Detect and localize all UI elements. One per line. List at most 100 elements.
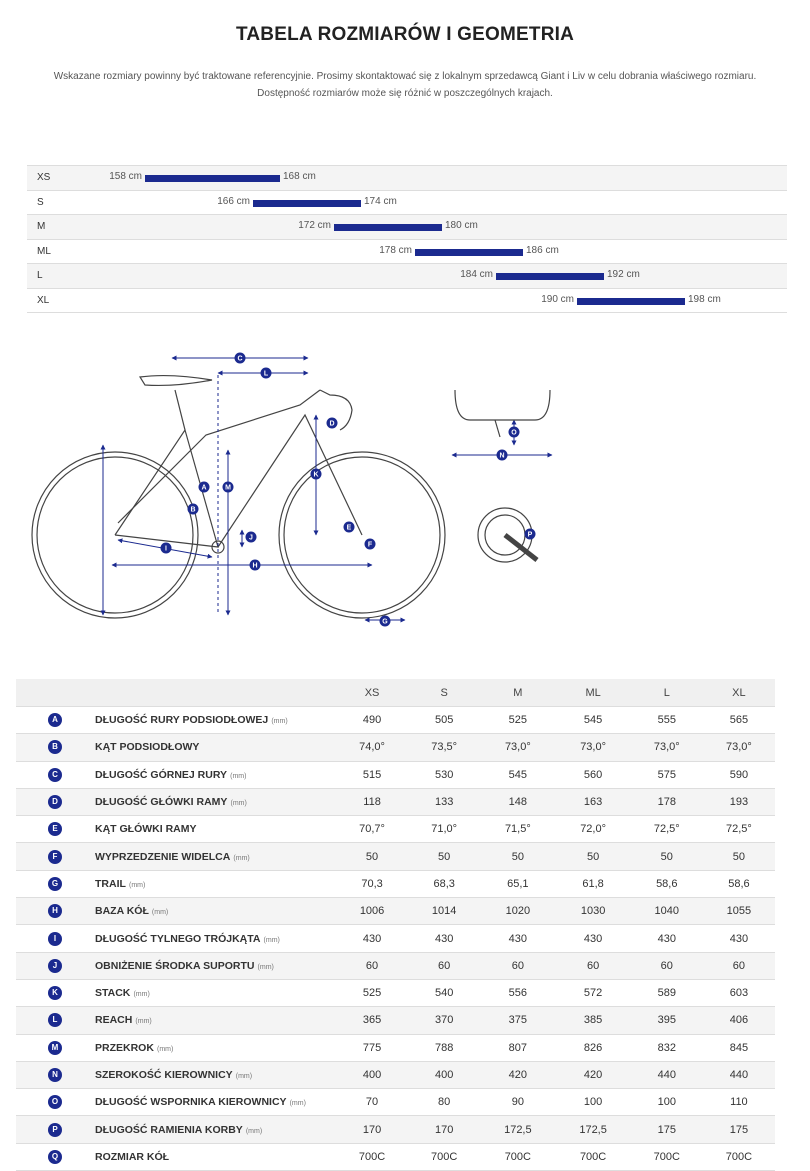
geometry-diagram: A B C D E F G H I J K L M N O P <box>31 352 553 627</box>
table-row: K STACK (mm) 525 540 556 572 589 603 <box>16 979 775 1008</box>
size-max-height: 174 cm <box>364 195 397 207</box>
value-cell: 700C <box>336 1143 409 1171</box>
value-cell: 365 <box>336 1006 409 1035</box>
svg-text:I: I <box>165 546 167 553</box>
value-cell: 430 <box>336 924 409 953</box>
size-min-height: 166 cm <box>217 195 250 207</box>
size-chart: XS 158 cm 168 cm S 166 cm 174 cm M 172 cm 180 cm… <box>27 165 787 313</box>
value-cell: 172,5 <box>480 1115 556 1144</box>
value-cell: 565 <box>702 706 775 735</box>
parameter-unit: (mm) <box>263 936 280 944</box>
value-cell: 193 <box>702 788 775 817</box>
value-cell: 50 <box>480 842 556 871</box>
value-cell: 72,5° <box>702 815 775 844</box>
header-size-xs: XS <box>336 679 409 707</box>
value-cell: 1030 <box>555 897 631 926</box>
diagram-badge-m: M <box>222 481 234 493</box>
value-cell: 556 <box>480 979 556 1008</box>
diagram-badge-e: E <box>343 521 355 533</box>
diagram-letter-badges: A B C D E F G H I J K L M N O P <box>160 352 536 627</box>
header-size-ml: ML <box>555 679 631 707</box>
value-cell: 530 <box>408 761 481 789</box>
diagram-badge-j: J <box>245 531 257 543</box>
header-parameter <box>94 679 336 707</box>
value-cell: 118 <box>336 788 409 817</box>
header-size-s: S <box>408 679 481 707</box>
size-min-height: 172 cm <box>298 220 331 231</box>
parameter-name: DŁUGOŚĆ RAMIENIA KORBY <box>95 1123 243 1136</box>
value-cell: 406 <box>702 1006 775 1035</box>
letter-badge: L <box>48 1013 62 1028</box>
value-cell: 60 <box>630 952 703 980</box>
table-row: H BAZA KÓŁ (mm) 1006 1014 1020 1030 1040 1055 <box>16 897 775 926</box>
size-range-bar <box>334 224 442 231</box>
value-cell: 700C <box>555 1143 631 1171</box>
value-cell: 72,0° <box>555 815 631 844</box>
letter-badge: E <box>48 822 62 837</box>
value-cell: 60 <box>555 952 631 980</box>
value-cell: 73,0° <box>630 733 703 762</box>
value-cell: 788 <box>408 1034 481 1062</box>
intro-line-2: Dostępność rozmiarów może się różnić w p… <box>257 88 553 99</box>
geometry-table-body: A DŁUGOŚĆ RURY PODSIODŁOWEJ (mm) 490 505 525… <box>16 706 775 1171</box>
value-cell: 700C <box>408 1143 481 1171</box>
value-cell: 80 <box>408 1088 481 1117</box>
diagram-badge-g: G <box>379 615 391 627</box>
value-cell: 175 <box>630 1115 703 1144</box>
value-cell: 50 <box>408 842 481 871</box>
handlebar-illustration <box>454 389 551 438</box>
parameter-unit: (mm) <box>133 991 150 999</box>
size-row-ml: ML 178 cm 186 cm <box>27 238 787 264</box>
parameter-name: KĄT PODSIODŁOWY <box>95 741 200 754</box>
value-cell: 525 <box>336 979 409 1008</box>
value-cell: 700C <box>630 1143 703 1171</box>
value-cell: 832 <box>630 1034 703 1062</box>
svg-text:B: B <box>190 507 195 514</box>
header-size-xl: XL <box>702 679 775 707</box>
value-cell: 826 <box>555 1034 631 1062</box>
parameter-name: STACK <box>95 987 131 1000</box>
size-range-bar <box>496 273 604 280</box>
svg-text:K: K <box>313 472 318 479</box>
diagram-badge-o: O <box>508 426 520 438</box>
svg-text:C: C <box>237 356 242 363</box>
value-cell: 370 <box>408 1006 481 1035</box>
intro-line-1: Wskazane rozmiary powinny być traktowane… <box>53 71 757 82</box>
letter-badge: B <box>48 740 62 755</box>
table-row: B KĄT PODSIODŁOWY 74,0° 73,5° 73,0° 73,0° 73,0… <box>16 733 775 762</box>
value-cell: 560 <box>555 761 631 789</box>
value-cell: 385 <box>555 1006 631 1035</box>
parameter-name: PRZEKROK <box>95 1041 154 1054</box>
value-cell: 70,7° <box>336 815 409 844</box>
value-cell: 430 <box>480 924 556 953</box>
parameter-name: REACH <box>95 1014 133 1027</box>
value-cell: 60 <box>408 952 481 980</box>
value-cell: 1014 <box>408 897 481 926</box>
value-cell: 440 <box>702 1061 775 1090</box>
svg-text:D: D <box>329 421 334 428</box>
value-cell: 73,0° <box>480 733 556 762</box>
diagram-badge-b: B <box>187 503 199 515</box>
value-cell: 71,5° <box>480 815 556 844</box>
size-max-height: 198 cm <box>688 293 721 305</box>
value-cell: 65,1 <box>480 870 556 899</box>
parameter-unit: (mm) <box>230 772 247 780</box>
diagram-badge-k: K <box>310 468 322 480</box>
svg-text:E: E <box>347 525 352 532</box>
value-cell: 60 <box>336 952 409 980</box>
value-cell: 700C <box>702 1143 775 1171</box>
letter-badge: N <box>48 1068 62 1082</box>
size-label: XL <box>37 294 50 306</box>
value-cell: 68,3 <box>408 870 481 899</box>
parameter-name: WYPRZEDZENIE WIDELCA <box>95 850 231 863</box>
value-cell: 60 <box>480 952 556 980</box>
svg-text:G: G <box>382 619 388 626</box>
value-cell: 505 <box>408 706 481 735</box>
parameter-name: OBNIŻENIE ŚRODKA SUPORTU <box>95 959 255 972</box>
value-cell: 525 <box>480 706 556 735</box>
value-cell: 50 <box>336 842 409 871</box>
size-row-xl: XL 190 cm 198 cm <box>27 287 787 313</box>
size-min-height: 158 cm <box>109 171 142 182</box>
value-cell: 172,5 <box>555 1115 631 1144</box>
parameter-name: DŁUGOŚĆ WSPORNIKA KIEROWNICY <box>95 1096 287 1109</box>
